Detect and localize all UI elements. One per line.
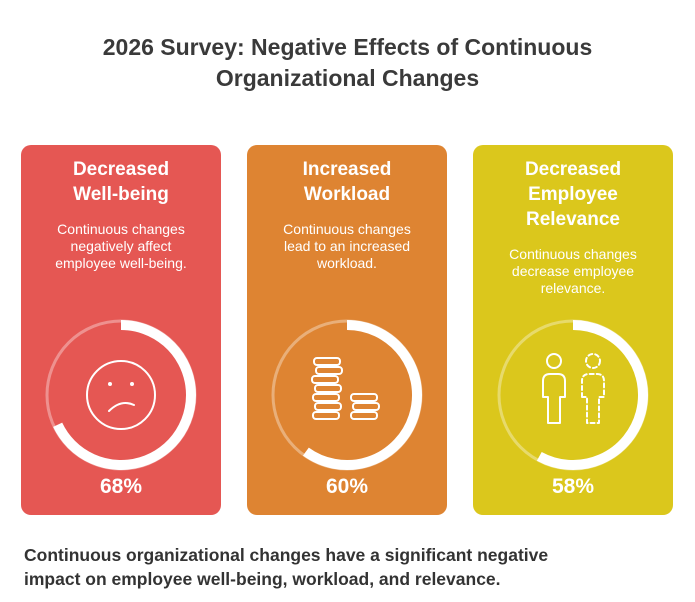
progress-ring	[271, 319, 423, 471]
progress-ring	[497, 319, 649, 471]
card-title: Increased Workload	[247, 157, 447, 207]
employee-and-dashed-employee-icon	[542, 353, 605, 424]
card-title-line: Increased	[302, 159, 392, 180]
ring-progress-arc	[536, 320, 648, 470]
description-line: employee well-being.	[55, 255, 187, 271]
card-workload: Increased Workload Continuous changes le…	[247, 145, 447, 515]
card-description: Continuous changes decrease employee rel…	[493, 246, 653, 297]
card-title-line: Employee	[528, 184, 618, 205]
card-title: Decreased Well-being	[21, 157, 221, 207]
description-line: relevance.	[540, 280, 606, 296]
summary-line-1: Continuous organizational changes have a…	[24, 545, 549, 565]
card-title-line: Decreased	[524, 159, 622, 180]
card-description: Continuous changes lead to an increased …	[267, 221, 427, 272]
description-line: lead to an increased	[283, 238, 411, 254]
stacked-coins-icon	[311, 357, 380, 420]
person-icon	[542, 353, 566, 424]
percent-label: 60%	[325, 475, 369, 498]
dashed-person-icon	[581, 353, 605, 424]
title-line-1: 2026 Survey: Negative Effects of Continu…	[102, 34, 593, 60]
percent-label: 68%	[99, 475, 143, 498]
page-title: 2026 Survey: Negative Effects of Continu…	[0, 32, 695, 94]
card-title-line: Well-being	[73, 184, 169, 205]
description-line: Continuous changes	[283, 221, 411, 237]
card-title: Decreased Employee Relevance	[473, 157, 673, 232]
card-well-being: Decreased Well-being Continuous changes …	[21, 145, 221, 515]
ring-progress-arc	[53, 320, 196, 470]
title-line-2: Organizational Changes	[215, 65, 480, 91]
card-description: Continuous changes negatively affect emp…	[41, 221, 201, 272]
summary-text: Continuous organizational changes have a…	[24, 543, 664, 591]
summary-line-2: impact on employee well-being, workload,…	[24, 569, 501, 589]
card-employee-relevance: Decreased Employee Relevance Continuous …	[473, 145, 673, 515]
card-title-line: Decreased	[72, 159, 170, 180]
progress-ring	[45, 319, 197, 471]
card-title-line: Workload	[303, 184, 391, 205]
card-title-line: Relevance	[525, 209, 620, 230]
description-line: negatively affect	[70, 238, 172, 254]
description-line: workload.	[317, 255, 377, 271]
description-line: Continuous changes	[57, 221, 185, 237]
sad-face-icon	[86, 360, 156, 430]
description-line: decrease employee	[511, 263, 635, 279]
percent-label: 58%	[551, 475, 595, 498]
ring-progress-arc	[302, 320, 422, 470]
description-line: Continuous changes	[509, 246, 637, 262]
